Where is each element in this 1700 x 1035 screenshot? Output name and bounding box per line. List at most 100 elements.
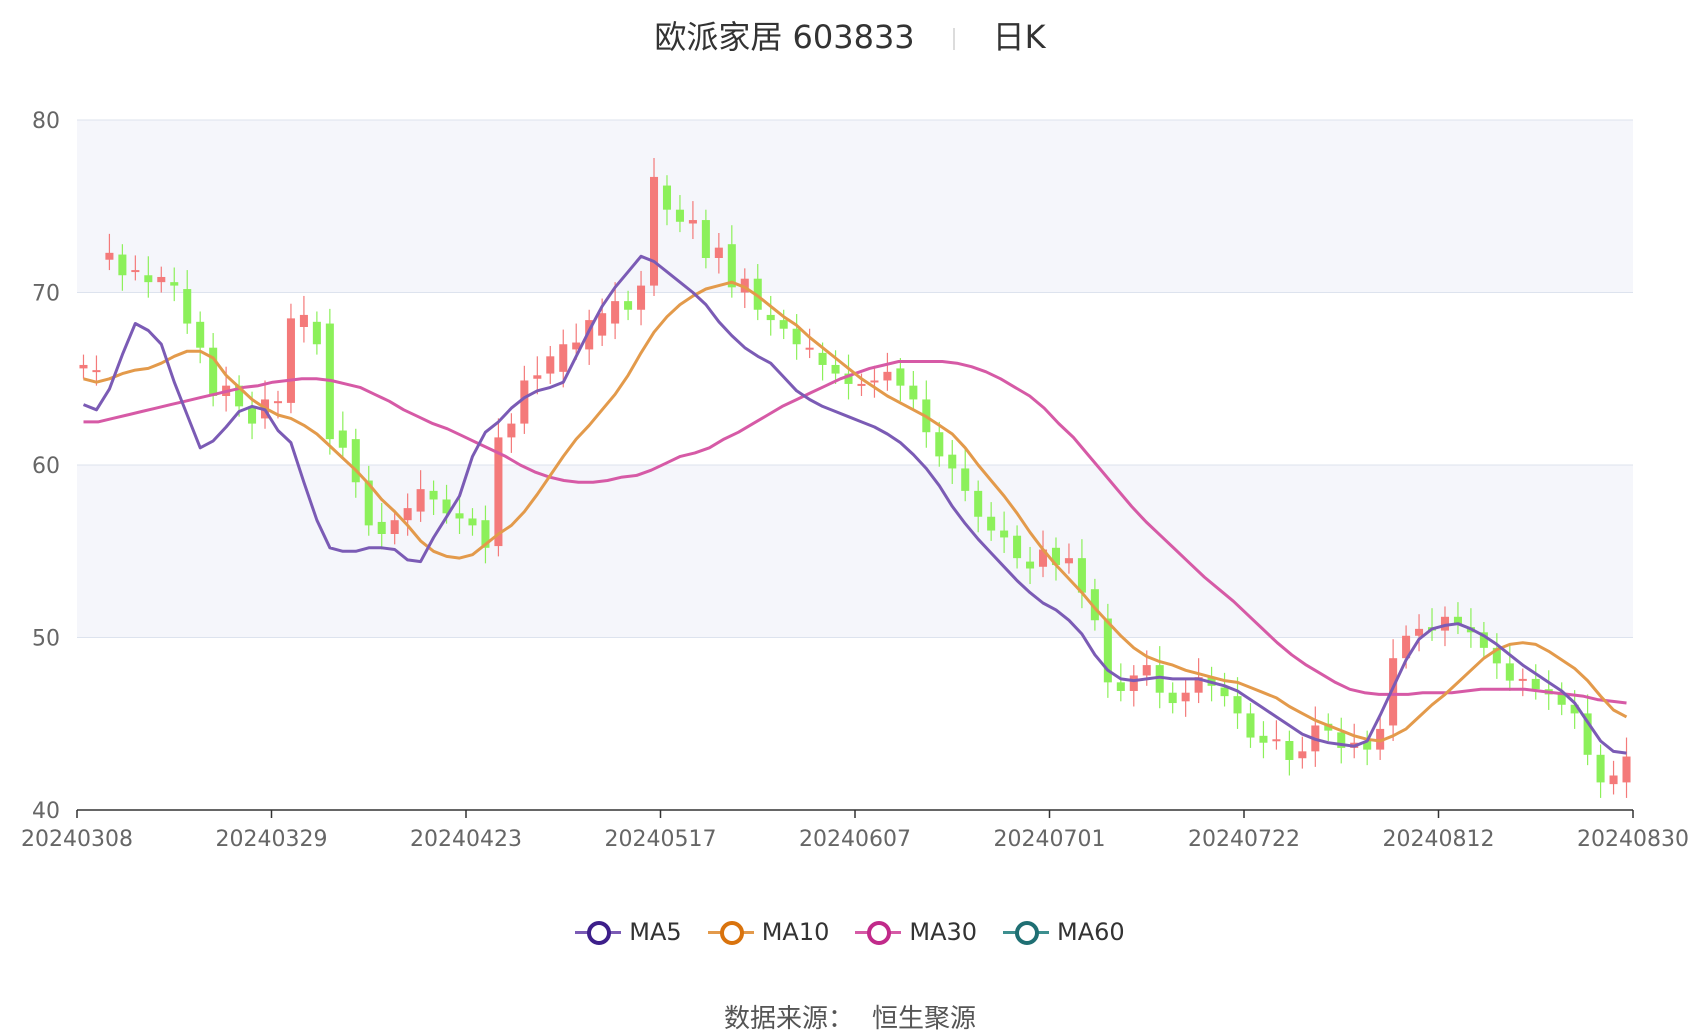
data-source: 数据来源： 恒生聚源: [0, 998, 1700, 1035]
candle-body: [364, 480, 373, 526]
candle-body: [1285, 741, 1294, 760]
plot-bands: [77, 120, 1633, 810]
x-tick-label: 20240722: [1188, 827, 1300, 852]
candle-body: [883, 371, 892, 381]
candle-body: [559, 344, 568, 372]
y-tick-label: 60: [32, 454, 60, 479]
x-axis: 20240308 20240329 20240423 20240517 20240607…: [21, 809, 1689, 852]
legend-item-ma60[interactable]: MA60: [1003, 918, 1125, 946]
candle-body: [442, 499, 451, 514]
candle-body: [1129, 675, 1138, 691]
x-tick-label: 20240830: [1577, 827, 1689, 852]
candle-body: [1402, 635, 1411, 659]
candle-body: [1415, 628, 1424, 636]
candle-body: [1622, 756, 1631, 783]
candle-body: [1038, 549, 1048, 567]
x-tick-label: 20240517: [605, 827, 717, 852]
candle-body: [1363, 741, 1372, 750]
candle-body: [105, 252, 114, 260]
candle-body: [727, 244, 736, 288]
candle-body: [1324, 723, 1333, 731]
candle-body: [779, 320, 788, 329]
legend-label: MA60: [1057, 918, 1125, 946]
candle-body: [1142, 665, 1151, 676]
y-tick-label: 40: [32, 799, 60, 824]
candle-body: [1492, 647, 1501, 664]
candle-body: [701, 220, 710, 258]
candle-body: [299, 314, 308, 327]
y-tick-label: 80: [32, 109, 60, 134]
candle-body: [896, 368, 905, 386]
candle-body: [1479, 632, 1488, 648]
candle-body: [818, 352, 827, 365]
candle-body: [1064, 558, 1073, 564]
candle-body: [1376, 728, 1385, 750]
candle-body: [416, 489, 425, 512]
moving-average-lines: [82, 254, 1628, 755]
candle-body: [170, 282, 179, 286]
candle-body: [403, 508, 412, 521]
legend-label: MA30: [909, 918, 978, 946]
candle-body: [351, 439, 360, 483]
candle-body: [585, 320, 594, 350]
candle-body: [196, 321, 205, 348]
candle-body: [1246, 713, 1255, 738]
candle-body: [831, 364, 840, 374]
candle-body: [662, 185, 672, 210]
candle-body: [909, 385, 918, 400]
legend-item-ma10[interactable]: MA10: [707, 918, 830, 946]
candle-body: [688, 220, 697, 224]
candle-body: [1103, 618, 1112, 683]
candle-body: [1000, 530, 1009, 538]
candle-body: [1259, 735, 1268, 743]
candle-body: [481, 520, 490, 548]
candle-body: [533, 375, 542, 379]
plot-band: [77, 120, 1633, 293]
candle-body: [273, 401, 283, 404]
source-name: 恒生聚源: [872, 1004, 977, 1034]
legend-item-ma5[interactable]: MA5: [575, 918, 682, 946]
candle-body: [235, 385, 244, 407]
candle-body: [1077, 558, 1086, 593]
legend-label: MA5: [629, 918, 682, 946]
grid-lines: [77, 119, 1633, 638]
x-tick-label: 20240423: [410, 827, 522, 852]
y-tick-label: 70: [32, 282, 60, 307]
candle-body: [92, 370, 101, 373]
candle-body: [572, 342, 581, 350]
legend-label: MA10: [761, 918, 830, 946]
candle-body: [1505, 663, 1514, 681]
candle-body: [144, 275, 153, 283]
candle-body: [974, 490, 983, 517]
candle-body: [1518, 678, 1527, 681]
candle-body: [1272, 739, 1281, 742]
candle-body: [520, 380, 529, 424]
candle-body: [844, 373, 853, 384]
candle-body: [118, 254, 127, 276]
candle-body: [1181, 692, 1190, 702]
candle-body: [286, 318, 295, 403]
title-separator: [952, 28, 955, 50]
candle-body: [312, 321, 321, 345]
candlesticks: [79, 157, 1631, 798]
candle-body: [494, 437, 503, 547]
candle-body: [248, 406, 257, 424]
candle-body: [766, 314, 775, 321]
legend-item-ma30[interactable]: MA30: [855, 918, 977, 946]
candle-body: [624, 301, 633, 310]
plot-band: [77, 465, 1633, 638]
candle-body: [429, 490, 438, 500]
candle-body: [740, 278, 749, 293]
candle-body: [961, 468, 970, 491]
candle-body: [1596, 754, 1605, 783]
x-tick-label: 20240607: [799, 827, 911, 852]
candle-body: [1026, 561, 1035, 569]
period-label: 日K: [992, 18, 1046, 56]
x-tick-label: 20240701: [994, 827, 1106, 852]
candle-body: [390, 520, 399, 534]
candle-body: [1570, 704, 1579, 714]
legend-swatch: [855, 919, 902, 945]
x-tick-label: 20240812: [1383, 827, 1495, 852]
ma5-line: [82, 254, 1627, 755]
candle-body: [209, 347, 218, 396]
